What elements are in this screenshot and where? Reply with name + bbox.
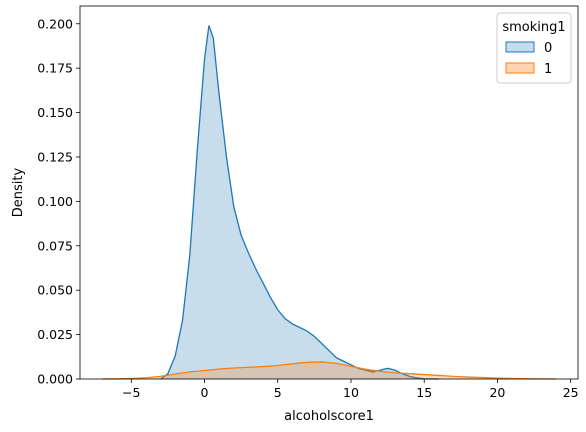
legend-title: smoking1	[502, 20, 565, 35]
x-tick-label: 10	[343, 385, 359, 400]
series-0-line	[160, 25, 439, 380]
y-tick-label: 0.025	[37, 327, 73, 342]
plot-area	[101, 25, 557, 380]
y-tick-label: 0.050	[37, 283, 73, 298]
y-axis: 0.000 0.025 0.050 0.075 0.100 0.125 0.150 0.175…	[37, 16, 80, 387]
x-tick-label: 5	[274, 385, 282, 400]
y-tick-label: 0.200	[37, 16, 73, 31]
y-axis-label: Density	[11, 167, 26, 217]
x-tick-label: 0	[201, 385, 209, 400]
series-1-area	[101, 361, 557, 379]
y-tick-label: 0.000	[37, 372, 73, 387]
x-tick-label: 15	[416, 385, 432, 400]
x-axis-label: alcoholscore1	[284, 409, 374, 424]
plot-frame	[79, 5, 579, 380]
legend: smoking1 0 1	[496, 12, 572, 84]
x-axis: −5 0 5 10 15 20 25	[122, 379, 579, 400]
series-1-line	[101, 361, 557, 380]
y-tick-label: 0.125	[37, 149, 73, 164]
legend-label-0: 0	[544, 41, 552, 56]
x-tick-label: 25	[563, 385, 579, 400]
x-tick-label: −5	[122, 385, 140, 400]
y-tick-label: 0.100	[37, 194, 73, 209]
series-0-area	[160, 25, 439, 379]
y-tick-label: 0.175	[37, 61, 73, 76]
y-tick-label: 0.150	[37, 105, 73, 120]
y-tick-label: 0.075	[37, 238, 73, 253]
x-tick-label: 20	[489, 385, 505, 400]
legend-swatch-1	[505, 62, 535, 74]
legend-label-1: 1	[544, 62, 552, 77]
legend-swatch-0	[505, 41, 535, 53]
